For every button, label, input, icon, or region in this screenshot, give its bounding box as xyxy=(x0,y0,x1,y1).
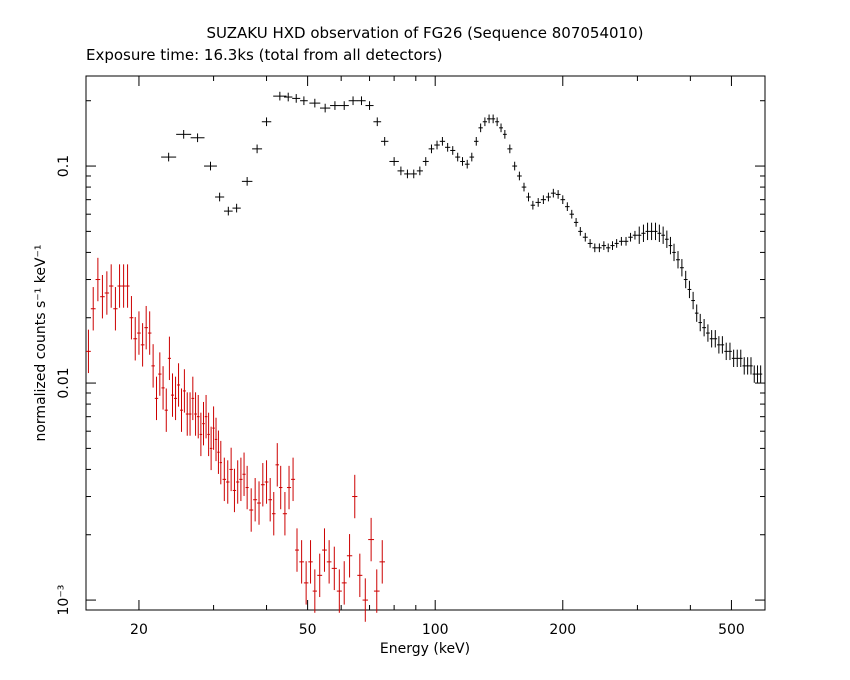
axis-ticks xyxy=(86,76,766,611)
series-2 xyxy=(86,257,385,622)
y-axis-label: normalized counts s⁻¹ keV⁻¹ xyxy=(33,244,49,441)
y-tick-label: 0.01 xyxy=(56,367,72,398)
x-tick-label: 500 xyxy=(718,622,745,638)
y-tick-label: 0.1 xyxy=(56,155,72,177)
axis-tick-labels: 20 50 100 200 500 0.1 0.01 10⁻³ xyxy=(56,155,745,638)
x-tick-label: 200 xyxy=(549,622,576,638)
y-tick-label: 10⁻³ xyxy=(56,585,72,616)
plot-frame xyxy=(85,75,766,611)
chart-subtitle: Exposure time: 16.3ks (total from all de… xyxy=(86,46,442,64)
x-tick-label: 20 xyxy=(130,622,148,638)
data-series xyxy=(86,91,763,622)
chart-title: SUZAKU HXD observation of FG26 (Sequence… xyxy=(207,24,644,42)
series-1 xyxy=(161,91,763,383)
x-tick-label: 100 xyxy=(422,622,449,638)
x-axis-label: Energy (keV) xyxy=(380,641,470,657)
x-tick-label: 50 xyxy=(299,622,317,638)
